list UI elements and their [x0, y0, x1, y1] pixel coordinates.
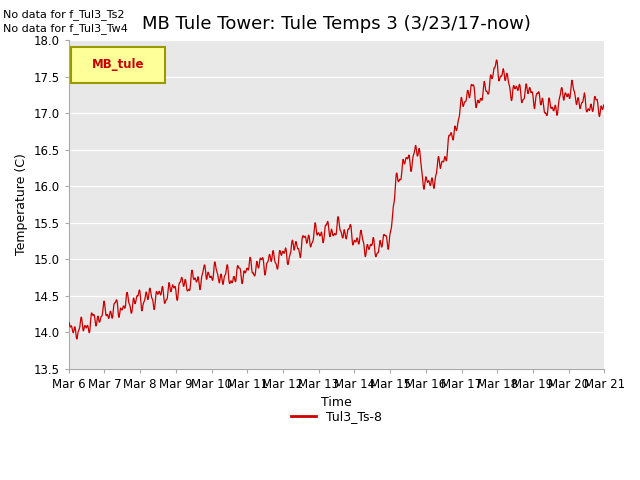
X-axis label: Time: Time — [321, 396, 352, 409]
FancyBboxPatch shape — [72, 47, 165, 83]
Y-axis label: Temperature (C): Temperature (C) — [15, 154, 28, 255]
Legend: Tul3_Ts-8: Tul3_Ts-8 — [286, 405, 387, 428]
Text: MB_tule: MB_tule — [92, 58, 145, 71]
Text: No data for f_Tul3_Ts2: No data for f_Tul3_Ts2 — [3, 9, 125, 20]
Title: MB Tule Tower: Tule Temps 3 (3/23/17-now): MB Tule Tower: Tule Temps 3 (3/23/17-now… — [142, 15, 531, 33]
Text: No data for f_Tul3_Tw4: No data for f_Tul3_Tw4 — [3, 23, 128, 34]
